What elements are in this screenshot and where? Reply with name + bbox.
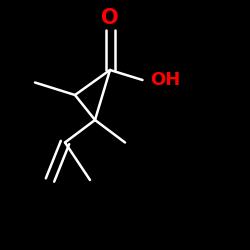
Text: O: O <box>101 8 119 28</box>
Text: OH: OH <box>150 71 180 89</box>
